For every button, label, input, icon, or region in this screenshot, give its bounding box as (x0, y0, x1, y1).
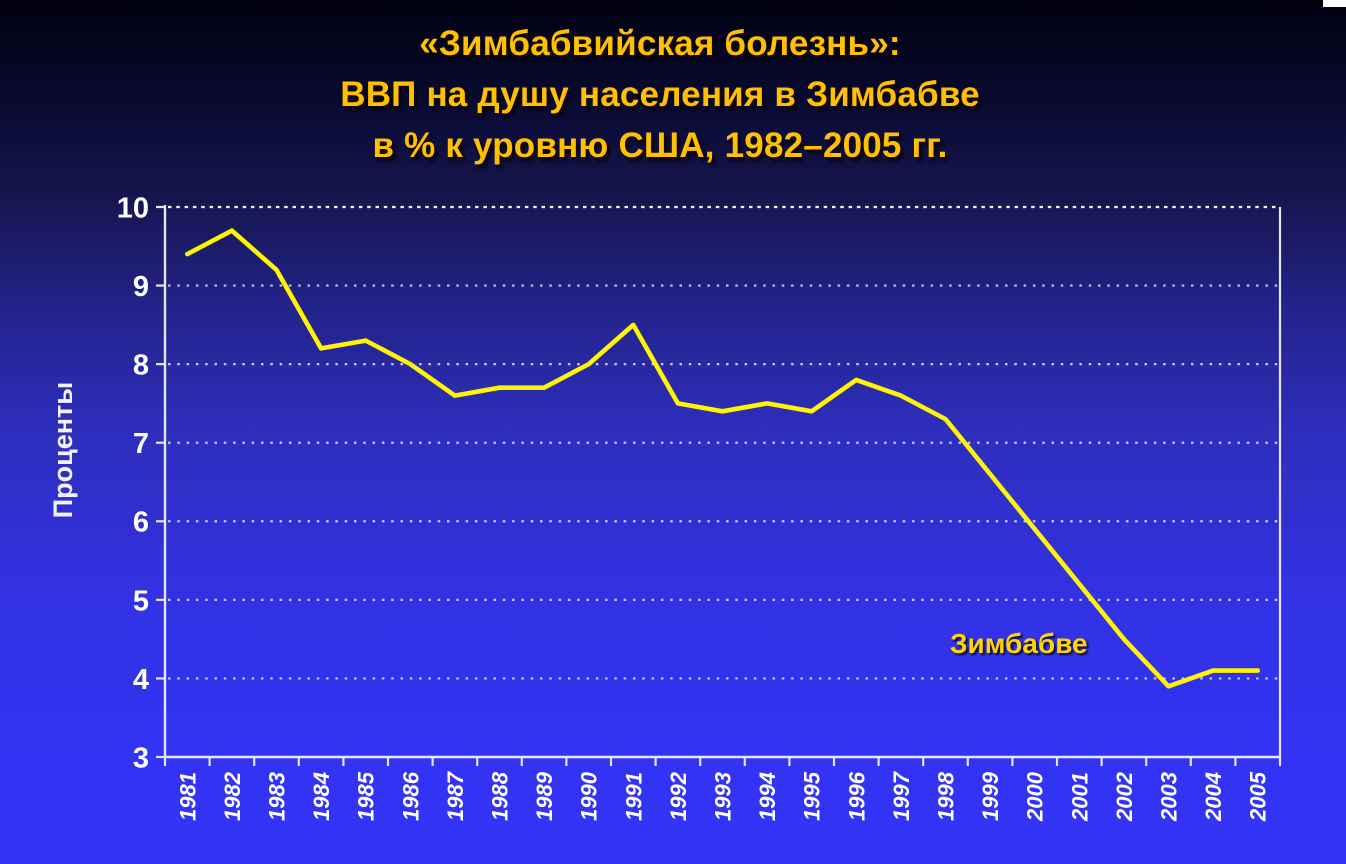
y-tick-label: 9 (133, 271, 149, 303)
x-tick-label: 2004 (1201, 772, 1226, 822)
x-tick-label: 1984 (309, 772, 334, 821)
y-tick-label: 7 (133, 428, 149, 460)
x-tick-label: 1988 (488, 771, 513, 821)
x-tick-label: 1993 (711, 772, 736, 821)
y-axis-title: Проценты (48, 382, 78, 519)
x-tick-label: 1985 (354, 771, 379, 821)
y-tick-label: 8 (133, 350, 149, 382)
x-tick-label: 1995 (800, 771, 825, 821)
x-tick-label: 1994 (755, 772, 780, 821)
chart-title-line-1: «Зимбабвийская болезнь»: (419, 24, 901, 63)
y-tick-label: 10 (117, 192, 149, 224)
x-tick-label: 1982 (220, 771, 245, 821)
x-tick-label: 1989 (532, 771, 557, 821)
x-tick-label: 2001 (1067, 772, 1092, 822)
screen-corner-artifact (1323, 0, 1346, 7)
x-tick-label: 1991 (621, 772, 646, 821)
y-tick-label: 3 (133, 742, 149, 774)
x-tick-label: 1998 (934, 771, 959, 821)
x-tick-label: 1997 (889, 770, 914, 821)
x-tick-label: 1990 (577, 771, 602, 821)
x-tick-label: 1996 (844, 771, 869, 821)
x-tick-label: 2005 (1246, 771, 1271, 822)
chart-title-line-2: ВВП на душу населения в Зимбабве (340, 75, 980, 114)
series-label-zimbabwe: Зимбабве (950, 628, 1088, 659)
x-tick-label: 2003 (1157, 772, 1182, 822)
chart-title-line-3: в % к уровню США, 1982–2005 гг. (372, 126, 948, 165)
x-tick-label: 1983 (265, 772, 290, 821)
x-tick-label: 1992 (666, 771, 691, 821)
y-tick-label: 4 (133, 664, 149, 696)
x-tick-label: 1999 (978, 771, 1003, 821)
x-tick-label: 1987 (443, 770, 468, 821)
x-tick-label: 2000 (1023, 771, 1048, 822)
chart-title: «Зимбабвийская болезнь»: ВВП на душу нас… (0, 18, 1320, 171)
y-tick-label: 5 (133, 585, 149, 617)
zimbabwe-line (185, 228, 1260, 689)
y-tick-label: 6 (133, 507, 149, 539)
x-tick-label: 2002 (1112, 771, 1137, 822)
x-tick-label: 1986 (398, 771, 423, 821)
x-tick-label: 1981 (175, 772, 200, 821)
